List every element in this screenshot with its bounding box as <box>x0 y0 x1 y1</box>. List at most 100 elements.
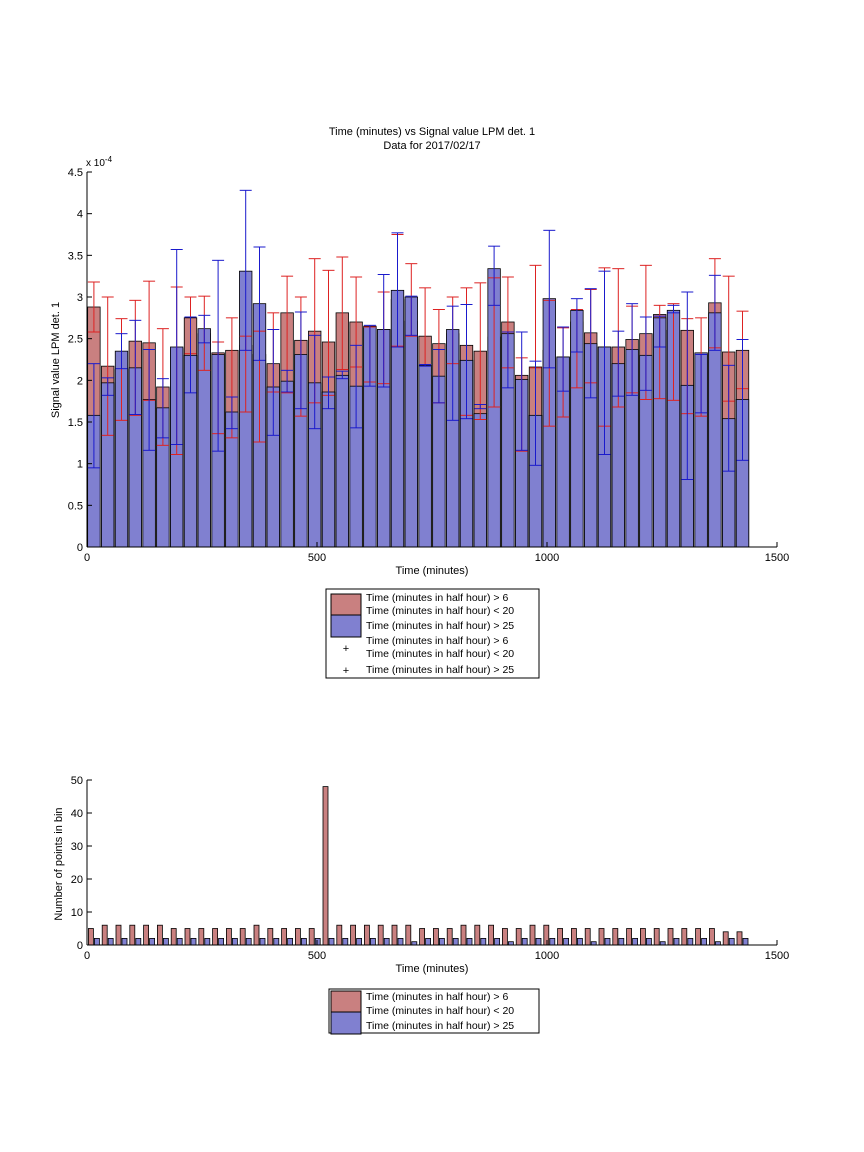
blue-bar <box>231 938 238 946</box>
blue-bar <box>135 938 142 946</box>
blue-error-bar <box>612 330 625 397</box>
blue-error-bar <box>474 404 487 410</box>
x-tick-label: 500 <box>308 552 326 564</box>
blue-bar <box>356 938 363 946</box>
blue-bar <box>494 938 501 946</box>
x-axis-label: Time (minutes) <box>396 963 469 975</box>
y-tick-label: 10 <box>71 907 83 919</box>
legend: + + Time (minutes in half hour) > 6 Time… <box>325 588 540 679</box>
blue-error-bar <box>239 189 252 351</box>
blue-bar <box>328 938 335 946</box>
red-bar <box>391 924 398 946</box>
blue-error-bar <box>626 303 639 396</box>
legend-label: Time (minutes in half hour) > 25 <box>366 664 514 676</box>
blue-error-bar <box>667 304 680 314</box>
blue-error-bar <box>212 259 225 452</box>
blue-bar <box>314 938 321 946</box>
blue-error-bar <box>736 339 749 461</box>
blue-error-bar <box>281 369 294 393</box>
red-bar <box>129 924 136 946</box>
x-ticks: 0 500 1000 1500 <box>84 940 789 962</box>
chart-title: Time (minutes) vs Signal value LPM det. … <box>329 126 535 138</box>
red-bar <box>156 924 163 946</box>
blue-error-bar <box>570 298 583 353</box>
x-axis-label: Time (minutes) <box>396 565 469 577</box>
y-tick-label: 1.5 <box>68 417 83 429</box>
blue-error-bar <box>184 316 197 394</box>
red-bar <box>653 928 660 946</box>
blue-error-bar <box>460 304 473 420</box>
blue-bar <box>646 938 652 946</box>
red-bar <box>695 928 701 946</box>
blue-bar <box>245 938 252 946</box>
red-bar <box>474 924 481 946</box>
legend-label: Time (minutes in half hour) > 6 <box>366 635 508 647</box>
blue-bar <box>452 938 459 946</box>
red-error-bar <box>667 303 680 401</box>
blue-bar <box>701 938 707 946</box>
blue-bar <box>604 938 611 946</box>
y-tick-label: 1 <box>77 459 83 471</box>
blue-bar <box>687 938 694 946</box>
blue-error-bar <box>722 364 735 472</box>
blue-error-bar <box>543 229 556 369</box>
blue-bar <box>618 938 625 946</box>
red-bar <box>88 928 94 946</box>
blue-error-bar <box>294 311 307 410</box>
red-bar <box>709 928 715 946</box>
blue-bar <box>728 938 735 946</box>
y-tick-label: 3 <box>77 292 83 304</box>
blue-error-bar <box>170 249 183 445</box>
red-error-bar <box>101 296 114 436</box>
x-tick-label: 1500 <box>765 552 789 564</box>
blue-error-bar <box>405 295 418 336</box>
legend-label: Time (minutes in half hour) > 25 <box>366 1020 514 1032</box>
red-bar <box>184 928 191 946</box>
blue-error-bar <box>156 378 169 439</box>
legend-box <box>328 988 540 1034</box>
red-bar <box>460 924 467 946</box>
red-bar <box>419 928 426 946</box>
y-tick-label: 0.5 <box>68 500 83 512</box>
red-bar <box>239 928 246 946</box>
blue-bar <box>259 938 266 946</box>
red-bar <box>281 928 288 946</box>
x-tick-label: 500 <box>308 950 326 962</box>
blue-error-bar <box>432 349 445 404</box>
red-bar <box>405 924 412 946</box>
legend-red-marker: + <box>343 643 349 655</box>
red-bar <box>170 928 177 946</box>
red-bar <box>584 928 591 946</box>
legend-label: Time (minutes in half hour) > 6 <box>366 991 508 1003</box>
red-bar <box>212 928 219 946</box>
blue-bar <box>742 938 749 946</box>
blue-error-bar <box>363 324 376 387</box>
signal-chart: Time (minutes) vs Signal value LPM det. … <box>50 126 789 679</box>
blue-bar <box>438 938 445 946</box>
blue-bar <box>521 938 528 946</box>
blue-bar <box>577 938 583 946</box>
legend: Time (minutes in half hour) > 6 Time (mi… <box>328 988 540 1035</box>
blue-bar <box>673 938 680 946</box>
blue-bar <box>94 938 100 946</box>
red-bar <box>667 928 674 946</box>
exponent-power: -4 <box>105 155 113 164</box>
chart-subtitle: Data for 2017/02/17 <box>383 140 480 152</box>
blue-bar <box>418 364 432 548</box>
red-bar <box>681 928 688 946</box>
blue-error-bar <box>391 232 404 348</box>
blue-bar <box>107 938 114 946</box>
legend-blue-patch <box>330 1011 362 1035</box>
blue-bar <box>397 938 404 946</box>
x-tick-label: 1500 <box>765 950 789 962</box>
y-axis-label: Number of points in bin <box>53 807 65 920</box>
blue-bar <box>287 938 294 946</box>
blue-error-bar <box>488 245 501 306</box>
red-bar <box>529 924 536 946</box>
legend-blue-patch <box>330 614 362 638</box>
y-tick-label: 30 <box>71 841 83 853</box>
blue-bar <box>383 938 390 946</box>
y-tick-label: 0 <box>77 542 83 554</box>
blue-bar <box>335 374 349 548</box>
blue-error-bar <box>377 274 390 388</box>
